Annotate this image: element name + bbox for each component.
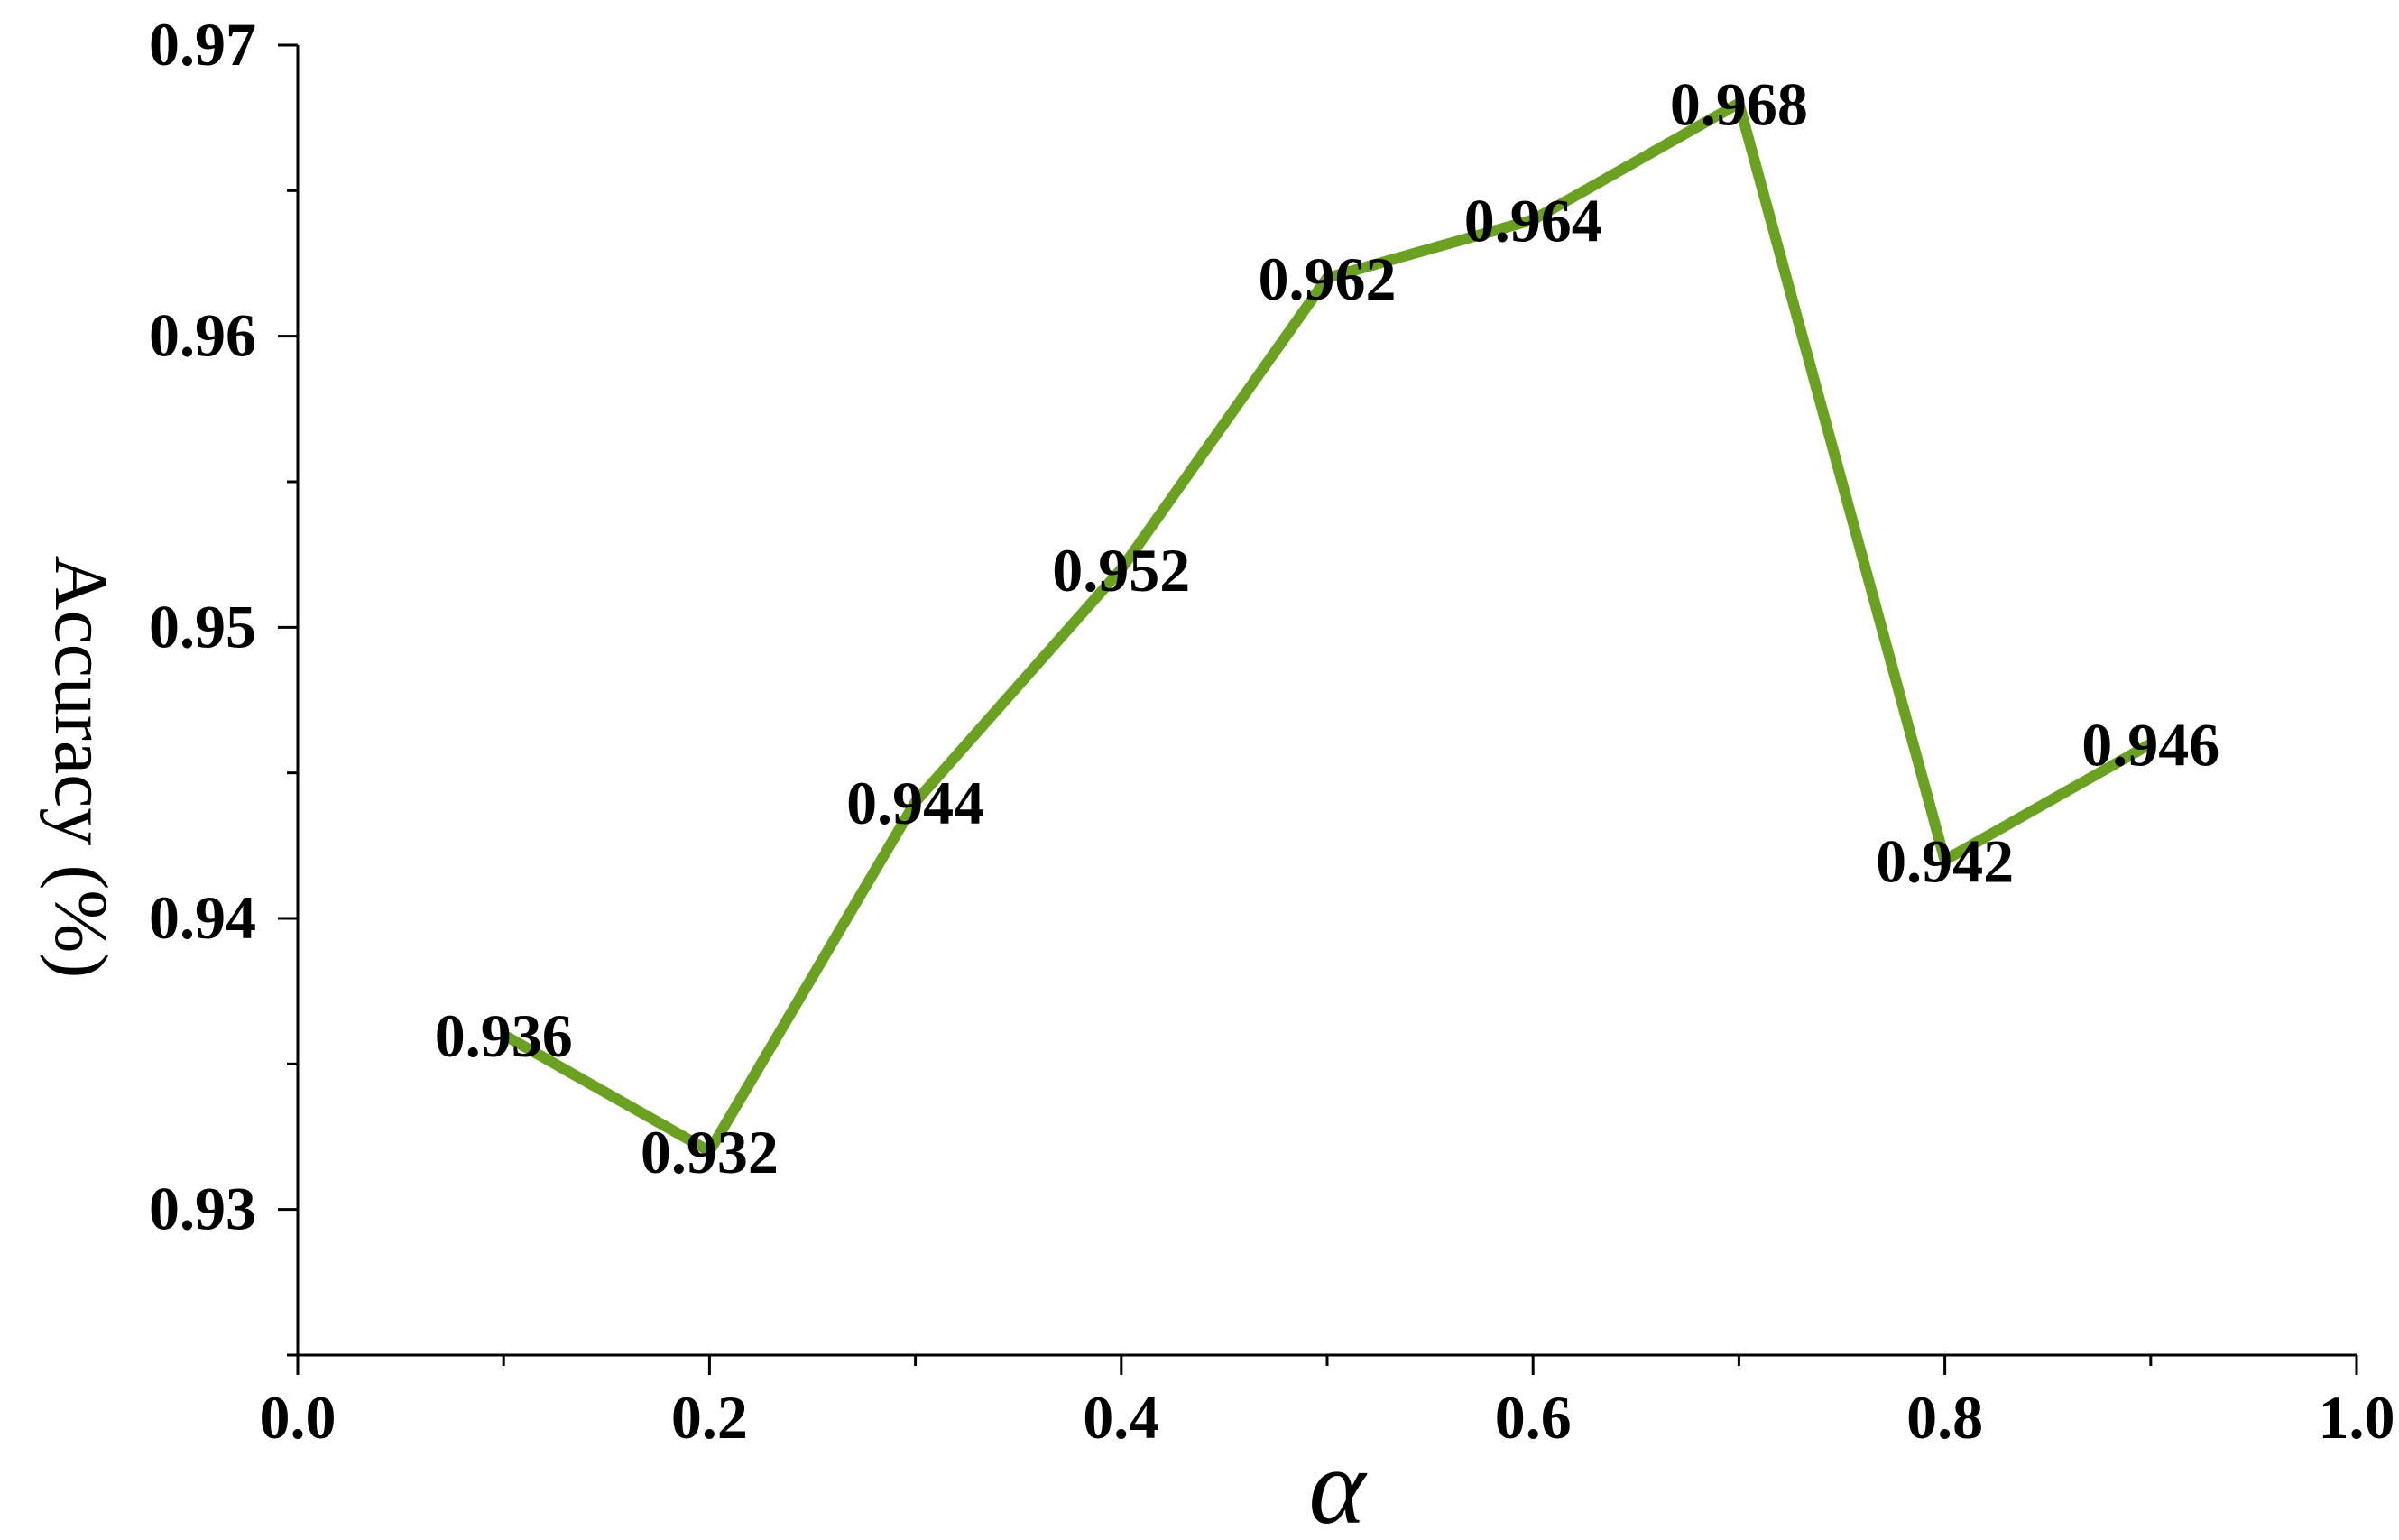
data-label: 0.968 — [1670, 70, 1808, 139]
data-label: 0.932 — [641, 1118, 779, 1186]
y-tick-label: 0.95 — [149, 592, 256, 660]
y-tick-label: 0.94 — [149, 883, 256, 952]
data-label: 0.944 — [846, 769, 984, 837]
data-labels: 0.936 0.932 0.944 0.952 0.962 0.964 0.968 0.942… — [435, 70, 2220, 1187]
ticks — [278, 43, 2358, 1375]
data-label: 0.942 — [1876, 826, 2014, 895]
x-axis-title: α — [1309, 1426, 1368, 1540]
x-tick-label: 0.4 — [1083, 1383, 1159, 1452]
x-tick-label: 0.2 — [671, 1383, 748, 1452]
y-tick-label: 0.96 — [149, 301, 256, 370]
data-label: 0.962 — [1259, 244, 1397, 313]
tick-labels: 0.0 0.2 0.4 0.6 0.8 1.0 0.93 0.94 0.95 0.96 0.97 — [149, 10, 2395, 1452]
x-tick-label: 0.6 — [1495, 1383, 1572, 1452]
x-tick-label: 0.0 — [260, 1383, 337, 1452]
y-tick-label: 0.93 — [149, 1175, 256, 1243]
x-tick-label: 1.0 — [2319, 1383, 2395, 1452]
data-label: 0.964 — [1464, 187, 1602, 255]
series — [501, 95, 2154, 1159]
data-label: 0.946 — [2081, 710, 2219, 779]
series-line — [501, 95, 2154, 1159]
axes — [296, 45, 2357, 1357]
data-label: 0.952 — [1052, 536, 1190, 604]
y-axis-title: Accuracy (%) — [39, 556, 123, 979]
x-tick-label: 0.8 — [1906, 1383, 1983, 1452]
y-tick-label: 0.97 — [149, 10, 256, 78]
data-label: 0.936 — [435, 1001, 573, 1070]
